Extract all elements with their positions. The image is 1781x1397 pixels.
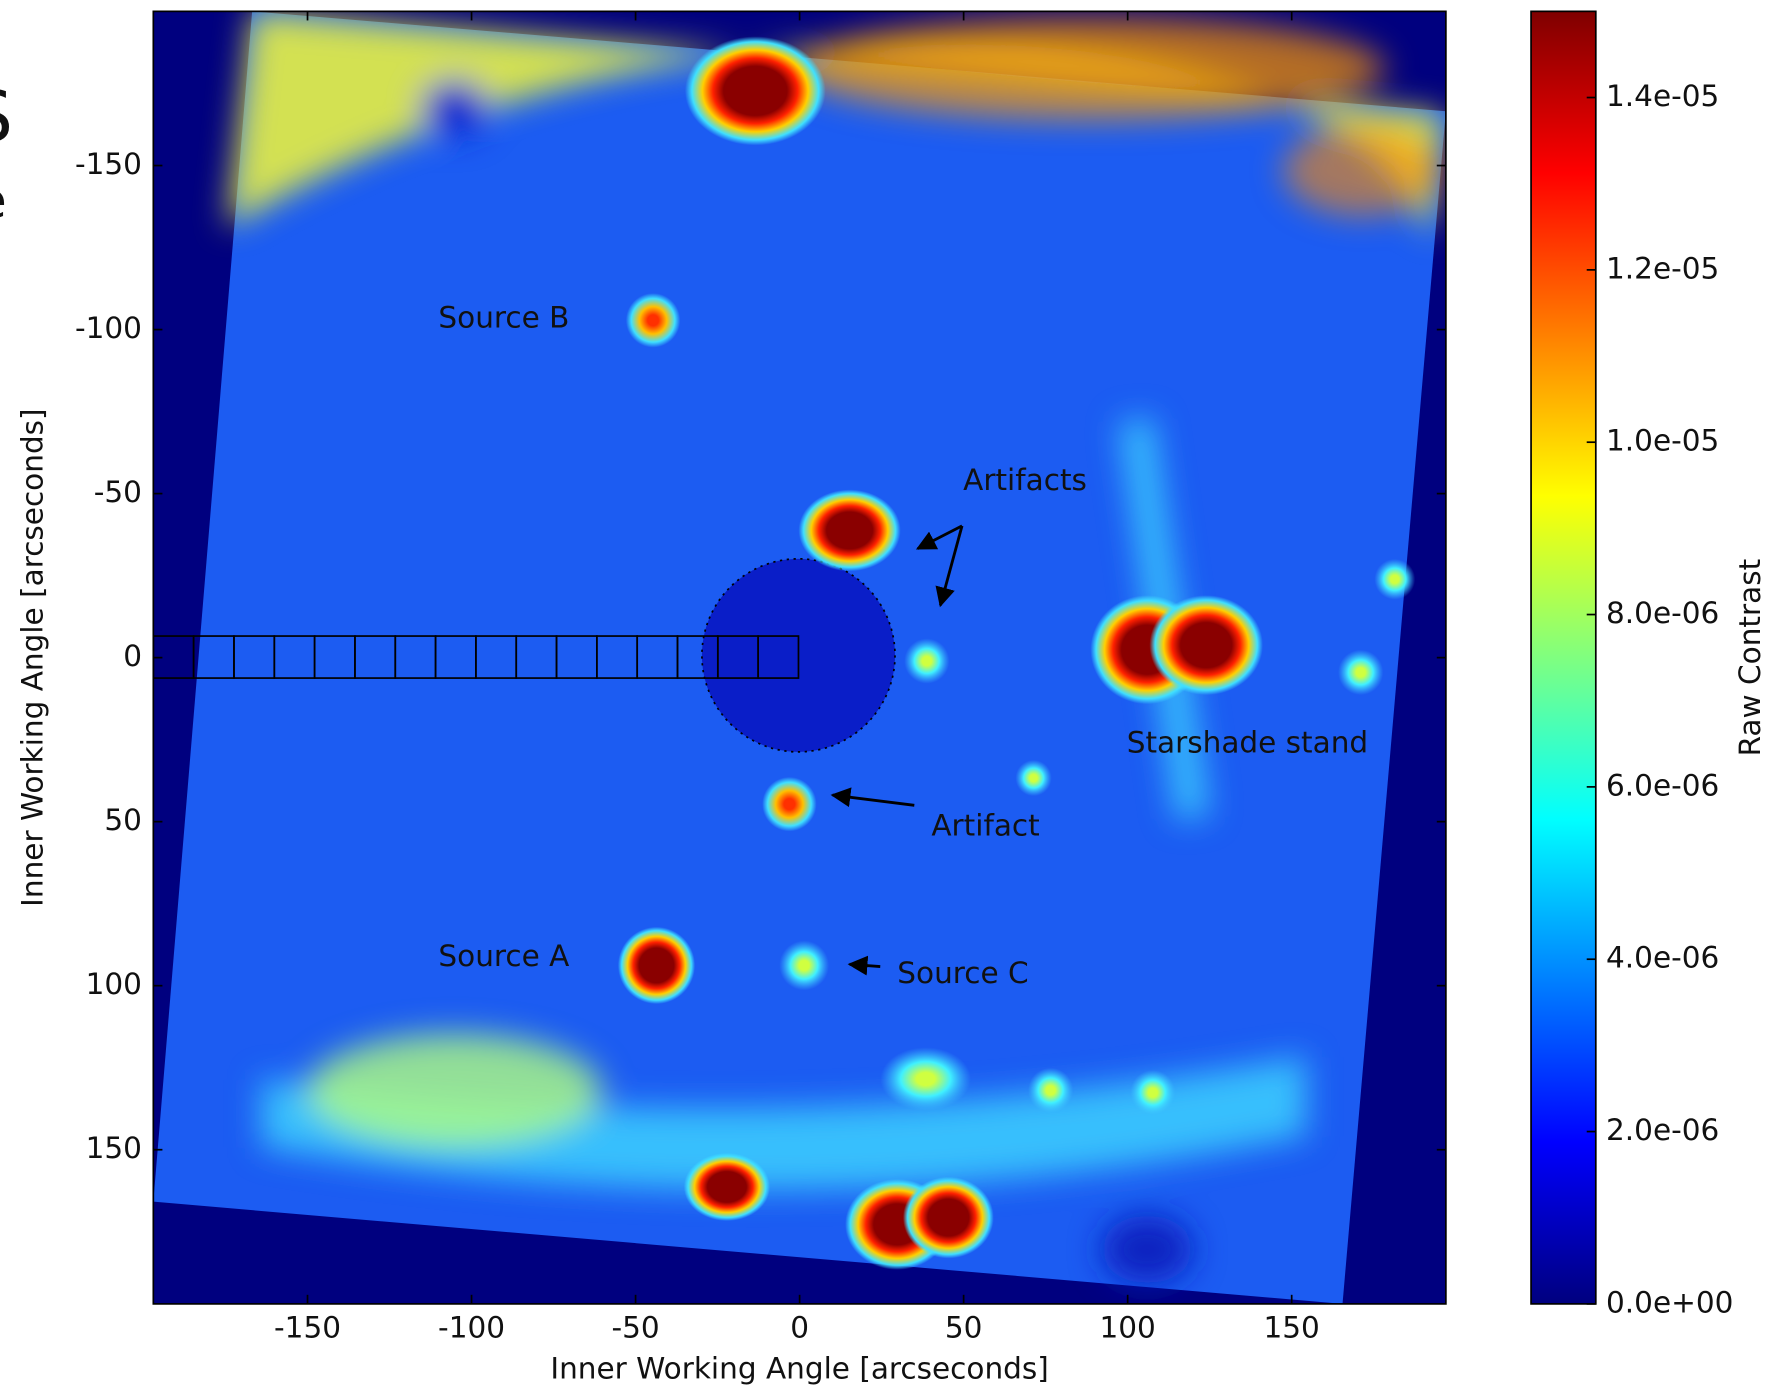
y-tick-label: -50	[94, 475, 142, 509]
colorbar-label: Raw Contrast	[1733, 559, 1767, 757]
colorbar-tick-label: 1.0e-05	[1606, 424, 1719, 458]
colorbar-tick-label: 4.0e-06	[1606, 941, 1719, 975]
heatmap-image	[153, 11, 1446, 1304]
page: S e Source B Artifacts Starshade stand A…	[0, 0, 1781, 1397]
figure: S e Source B Artifacts Starshade stand A…	[0, 11, 1767, 1385]
colorbar-tick-label: 8.0e-06	[1606, 596, 1719, 630]
annotation: Artifacts	[963, 463, 1087, 497]
y-tick-label: -150	[75, 147, 142, 181]
y-tick-label: 50	[104, 803, 142, 837]
chart: S e Source B Artifacts Starshade stand A…	[0, 0, 1781, 1397]
annotation: Source C	[897, 956, 1028, 990]
edge-text: S	[0, 76, 13, 158]
x-tick-label: -100	[438, 1310, 505, 1344]
annotation: Artifact	[931, 808, 1039, 842]
colorbar-tick-label: 2.0e-06	[1606, 1113, 1719, 1147]
y-tick-label: 150	[86, 1131, 142, 1165]
colorbar-tick-label: 6.0e-06	[1606, 768, 1719, 802]
colorbar-tick-label: 0.0e+00	[1606, 1285, 1733, 1319]
colorbar	[1531, 11, 1596, 1304]
x-tick-label: 0	[790, 1310, 809, 1344]
y-tick-label: 0	[123, 639, 142, 673]
colorbar-tick-label: 1.2e-05	[1606, 251, 1719, 285]
y-axis-label: Inner Working Angle [arcseconds]	[16, 408, 50, 906]
x-tick-label: 100	[1099, 1310, 1155, 1344]
annotation: Starshade stand	[1127, 725, 1368, 759]
x-tick-label: -50	[611, 1310, 659, 1344]
edge-text: e	[0, 174, 7, 229]
colorbar-tick-label: 1.4e-05	[1606, 79, 1719, 113]
x-tick-label: 50	[945, 1310, 983, 1344]
y-tick-label: 100	[86, 967, 142, 1001]
x-tick-label: -150	[274, 1310, 341, 1344]
annotation: Source A	[438, 939, 569, 973]
y-tick-label: -100	[75, 311, 142, 345]
x-axis-label: Inner Working Angle [arcseconds]	[550, 1351, 1048, 1385]
annotation: Source B	[438, 301, 569, 335]
x-tick-label: 150	[1264, 1310, 1320, 1344]
